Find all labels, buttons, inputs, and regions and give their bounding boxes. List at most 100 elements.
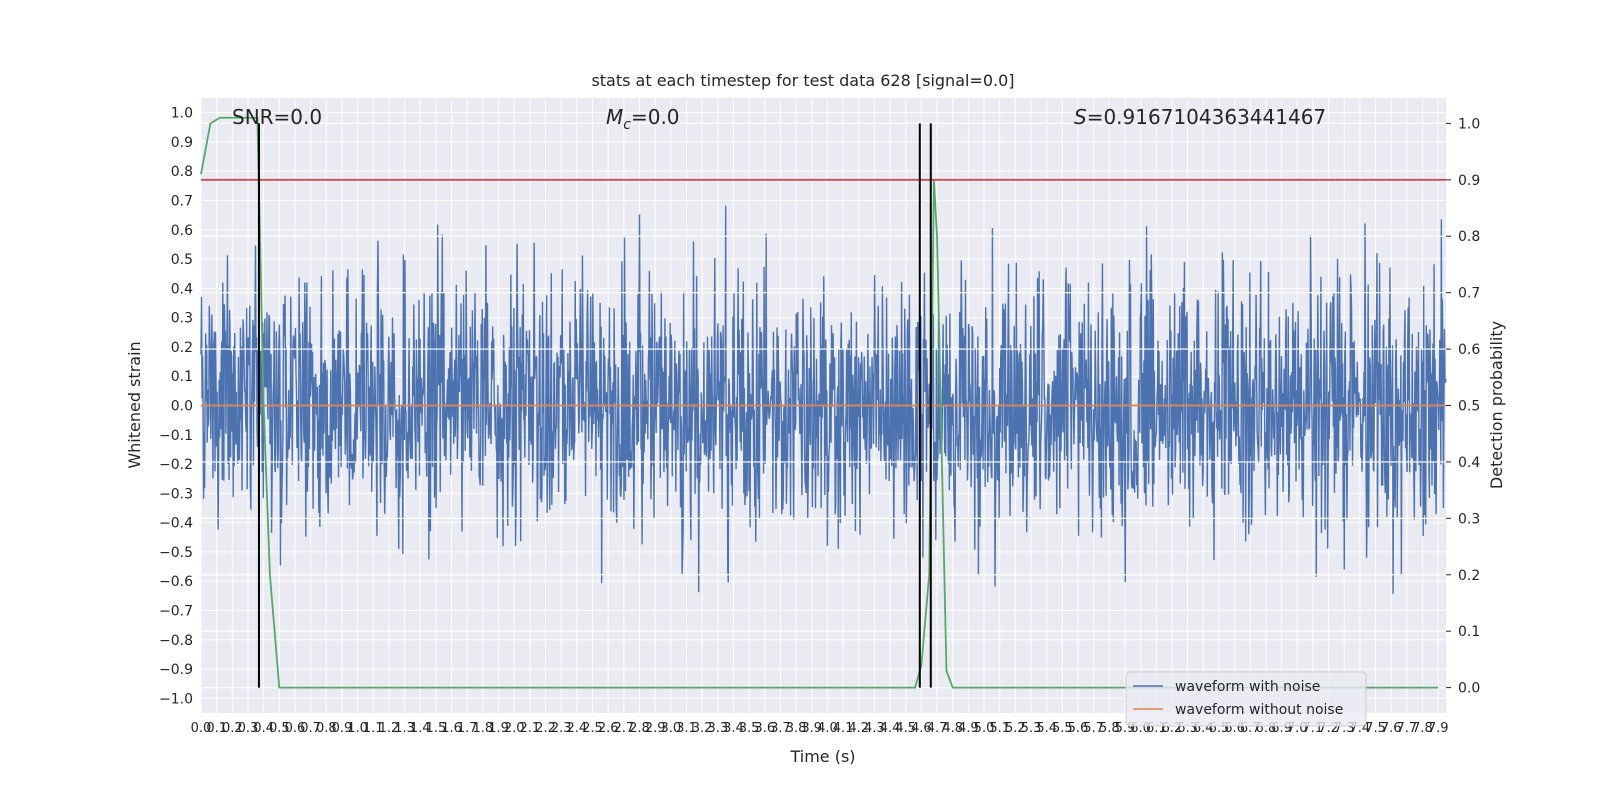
x-tick-label: 3.3 (707, 721, 728, 736)
y-left-tick-label: 0.9 (171, 135, 193, 151)
mc-value: =0.0 (631, 105, 680, 129)
x-tick-label: 4.4 (880, 721, 901, 736)
y-axis-left-label: Whitened strain (125, 341, 144, 468)
x-tick-label: 2.9 (645, 721, 666, 736)
x-tick-label: 3.0 (660, 721, 681, 736)
mc-annotation: Mc=0.0 (606, 105, 680, 133)
vertical-markers (257, 123, 932, 688)
x-tick-label: 4.1 (833, 721, 854, 736)
y-right-tick-label: 0.3 (1458, 511, 1480, 527)
x-tick-label: 3.7 (770, 721, 791, 736)
x-tick-label: 3.4 (723, 721, 744, 736)
x-tick-label: 1.0 (347, 721, 368, 736)
y-left-tick-label: −0.9 (159, 662, 193, 678)
legend-label-waveform-with-noise: waveform with noise (1175, 679, 1320, 695)
x-tick-label: 2.5 (582, 721, 603, 736)
y-left-tick-label: 0.8 (171, 164, 193, 180)
x-tick-label: 1.8 (473, 721, 494, 736)
x-tick-label: 1.6 (441, 721, 462, 736)
y-right-tick-label: 0.7 (1458, 286, 1480, 302)
s-annotation: S=0.9167104363441467 (1074, 105, 1326, 129)
y-left-tick-label: −0.7 (159, 604, 193, 620)
x-tick-label: 2.1 (520, 721, 541, 736)
x-tick-label: 2.2 (535, 721, 556, 736)
x-tick-label: 2.6 (598, 721, 619, 736)
x-tick-label: 4.6 (911, 721, 932, 736)
y-left-tick-label: 0.0 (171, 399, 193, 415)
x-tick-label: 1.7 (457, 721, 478, 736)
y-right-tick-label: 0.1 (1458, 624, 1480, 640)
y-left-tick-label: 0.3 (171, 311, 193, 327)
y-left-tick-label: −0.3 (159, 486, 193, 502)
chart-title: stats at each timestep for test data 628… (591, 71, 1014, 90)
y-left-tick-label: 0.1 (171, 369, 193, 385)
x-tick-label: 3.9 (801, 721, 822, 736)
x-tick-label: 1.2 (379, 721, 400, 736)
x-tick-label: 0.0 (191, 721, 212, 736)
x-tick-label: 2.3 (551, 721, 572, 736)
y-right-tick-labels: 1.0 0.9 0.8 0.7 0.6 0.5 0.4 0.3 0.2 0.1 0.0 (1446, 116, 1480, 697)
x-tick-label: 5.4 (1036, 721, 1057, 736)
x-tick-label: 2.4 (567, 721, 588, 736)
y-left-tick-label: −0.6 (159, 574, 193, 590)
x-tick-label: 0.8 (316, 721, 337, 736)
y-left-tick-label: 0.2 (171, 340, 193, 356)
y-left-tick-label: 0.4 (171, 281, 193, 297)
y-axis-right-label: Detection probability (1487, 321, 1506, 489)
x-tick-label: 5.7 (1083, 721, 1104, 736)
x-tick-label: 2.7 (613, 721, 634, 736)
legend-label-waveform-without-noise: waveform without noise (1175, 702, 1343, 718)
s-symbol: S (1074, 105, 1087, 129)
x-tick-label: 4.2 (848, 721, 869, 736)
x-tick-label: 7.7 (1397, 721, 1418, 736)
y-left-tick-labels: 1.0 0.9 0.8 0.7 0.6 0.5 0.4 0.3 0.2 0.1 0.0 −0.1 −0.… (159, 106, 193, 708)
x-axis-label: Time (s) (789, 747, 855, 766)
x-tick-label: 5.5 (1052, 721, 1073, 736)
x-tick-label: 3.6 (754, 721, 775, 736)
x-tick-label: 3.8 (786, 721, 807, 736)
y-left-tick-label: 1.0 (171, 106, 193, 122)
x-tick-label: 4.9 (958, 721, 979, 736)
y-left-tick-label: 0.5 (171, 252, 193, 268)
y-right-tick-label: 0.6 (1458, 342, 1480, 358)
x-tick-label: 0.1 (206, 721, 227, 736)
legend-box (1125, 671, 1367, 727)
y-left-tick-label: 0.6 (171, 223, 193, 239)
noise-waveform-path (200, 205, 1447, 594)
y-left-tick-label: −0.2 (159, 457, 193, 473)
x-tick-label: 0.2 (222, 721, 243, 736)
mc-subscript: c (623, 117, 631, 133)
y-right-tick-label: 0.2 (1458, 568, 1480, 584)
x-tick-label: 4.5 (895, 721, 916, 736)
x-tick-label: 1.3 (394, 721, 415, 736)
x-tick-label: 3.5 (739, 721, 760, 736)
x-tick-label: 3.2 (692, 721, 713, 736)
x-tick-label: 0.3 (238, 721, 259, 736)
mc-symbol: M (606, 105, 623, 129)
x-tick-label: 1.4 (410, 721, 431, 736)
x-tick-label: 7.5 (1365, 721, 1386, 736)
x-tick-label: 5.3 (1021, 721, 1042, 736)
x-tick-label: 2.8 (629, 721, 650, 736)
x-tick-label: 1.1 (363, 721, 384, 736)
y-left-tick-label: −0.4 (159, 516, 193, 532)
x-tick-label: 4.7 (927, 721, 948, 736)
y-left-tick-label: −0.8 (159, 633, 193, 649)
x-tick-label: 1.5 (426, 721, 447, 736)
legend: waveform with noise waveform without noi… (1125, 671, 1367, 727)
x-tick-label: 4.0 (817, 721, 838, 736)
x-tick-label: 5.8 (1099, 721, 1120, 736)
y-left-tick-label: −0.5 (159, 545, 193, 561)
x-tick-label: 2.0 (504, 721, 525, 736)
series-waveform-with-noise (200, 205, 1447, 594)
y-right-tick-label: 1.0 (1458, 116, 1480, 132)
y-right-tick-label: 0.5 (1458, 399, 1480, 415)
x-tick-label: 0.4 (253, 721, 274, 736)
y-left-tick-label: 0.7 (171, 194, 193, 210)
x-tick-label: 5.0 (974, 721, 995, 736)
x-tick-label: 7.9 (1428, 721, 1449, 736)
y-left-tick-label: −0.1 (159, 428, 193, 444)
y-left-tick-label: −1.0 (159, 691, 193, 707)
